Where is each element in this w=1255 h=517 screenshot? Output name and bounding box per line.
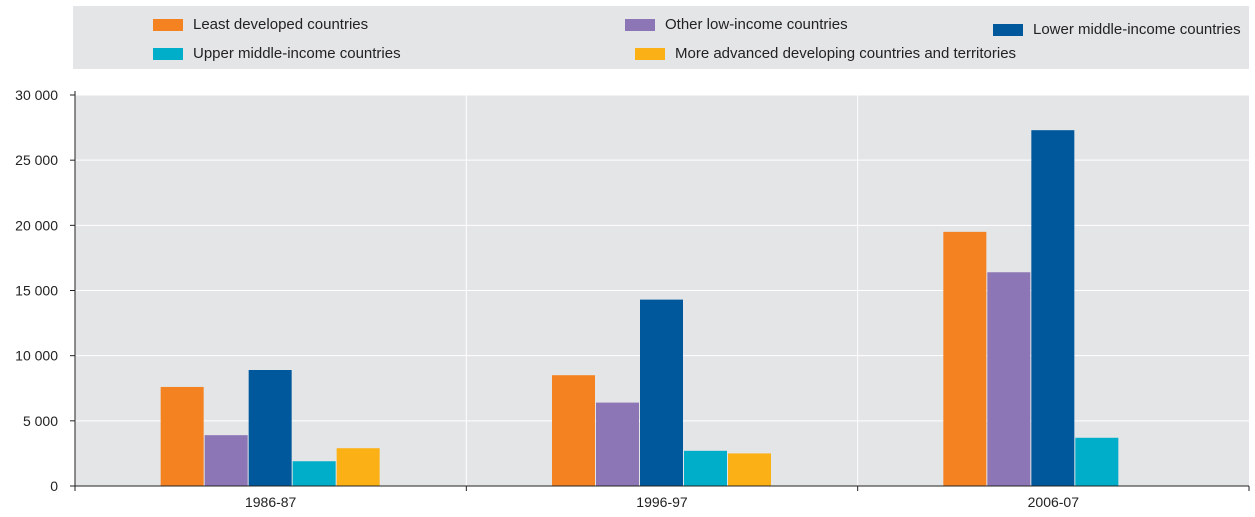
chart-legend: Least developed countries Other low-inco… (73, 6, 1249, 69)
bar-3-0 (292, 461, 336, 486)
y-tick-label: 10 000 (15, 348, 58, 364)
legend-label-other-low-income: Other low-income countries (665, 16, 848, 33)
bar-0-2 (943, 231, 987, 486)
y-tick-label: 0 (50, 478, 58, 494)
bar-1-0 (204, 435, 248, 486)
bar-2-2 (1031, 130, 1075, 486)
legend-swatch-least-developed (153, 18, 183, 31)
bar-1-1 (596, 402, 639, 486)
legend-swatch-lower-middle-income (993, 23, 1023, 36)
legend-item-other-low-income: Other low-income countries (625, 16, 848, 33)
x-tick-label: 1986-87 (245, 494, 297, 510)
legend-label-least-developed: Least developed countries (193, 16, 369, 33)
legend-item-more-advanced: More advanced developing countries and t… (635, 45, 1016, 62)
x-tick-label: 1996-97 (636, 494, 688, 510)
bar-2-0 (248, 370, 292, 486)
bar-1-2 (987, 272, 1031, 486)
legend-item-upper-middle-income: Upper middle-income countries (153, 45, 401, 62)
legend-label-more-advanced: More advanced developing countries and t… (675, 45, 1017, 62)
bar-0-0 (160, 386, 204, 486)
x-tick-label: 2006-07 (1028, 494, 1080, 510)
y-tick-label: 15 000 (15, 283, 58, 299)
bar-3-2 (1075, 437, 1119, 486)
bar-0-1 (552, 375, 595, 486)
bar-2-1 (640, 299, 683, 486)
bar-3-1 (684, 450, 727, 486)
legend-swatch-upper-middle-income (153, 47, 183, 60)
y-tick-label: 25 000 (15, 152, 58, 168)
legend-item-lower-middle-income: Lower middle-income countries (993, 21, 1241, 38)
bar-4-0 (336, 448, 380, 486)
legend-label-upper-middle-income: Upper middle-income countries (193, 45, 401, 62)
legend-item-least-developed: Least developed countries (153, 16, 368, 33)
legend-swatch-more-advanced (635, 47, 665, 60)
y-tick-label: 30 000 (15, 87, 58, 103)
legend-swatch-other-low-income (625, 18, 655, 31)
legend-label-lower-middle-income: Lower middle-income countries (1033, 21, 1241, 38)
y-tick-label: 5 000 (23, 413, 58, 429)
bar-4-1 (728, 453, 771, 486)
y-tick-label: 20 000 (15, 217, 58, 233)
